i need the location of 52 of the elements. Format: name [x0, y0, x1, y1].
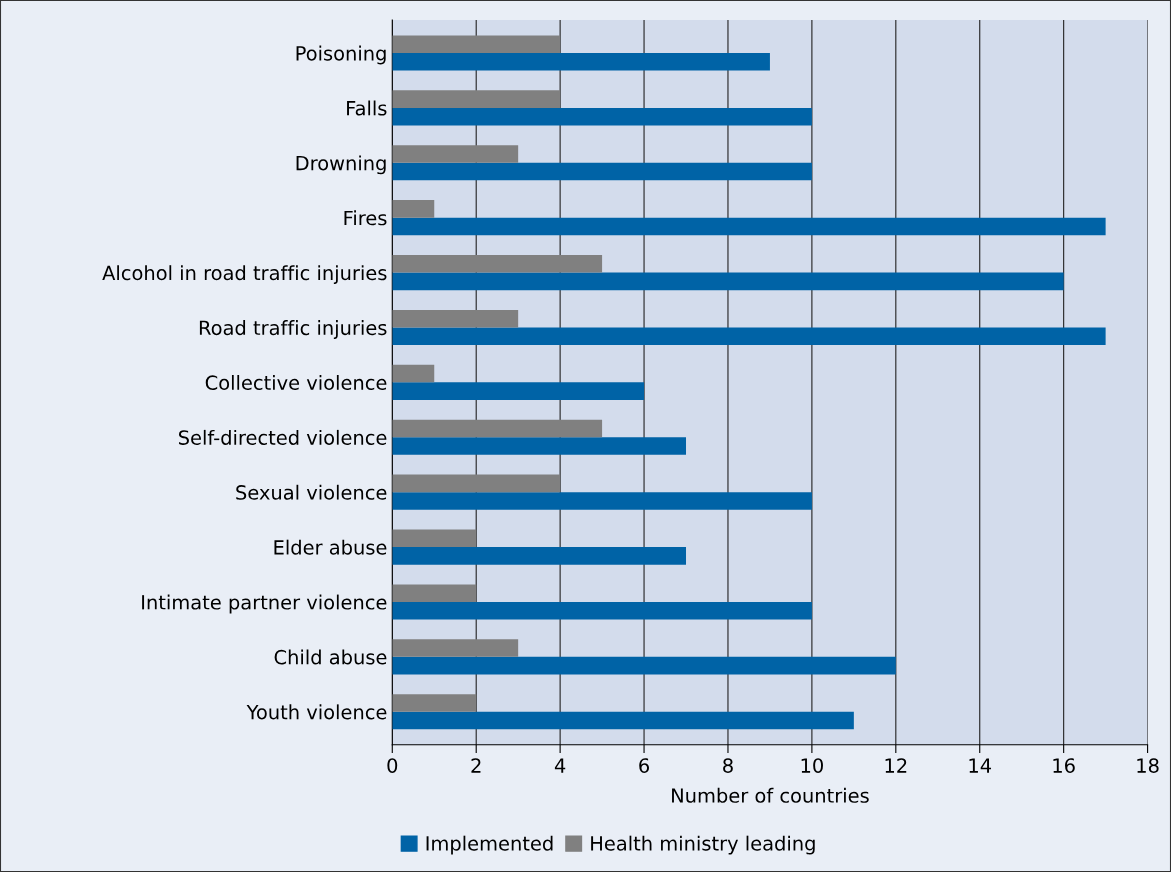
y-tick-label: Youth violence	[246, 704, 387, 720]
bar	[392, 107, 812, 126]
bar	[392, 272, 1064, 291]
bar	[392, 364, 435, 383]
y-tick-label: Fires	[344, 210, 387, 226]
bar	[392, 145, 519, 163]
x-axis-title: Number of countries	[672, 787, 869, 803]
y-tick-label: Intimate partner violence	[142, 594, 387, 614]
x-tick-label: 0	[387, 758, 398, 773]
bar	[392, 639, 519, 657]
x-tick-label: 2	[471, 758, 481, 773]
bar	[392, 35, 561, 53]
y-tick-label: Drowning	[296, 155, 386, 175]
bar	[392, 162, 812, 181]
x-tick-label: 10	[801, 758, 823, 773]
bar	[392, 584, 477, 602]
x-tick-label: 4	[554, 758, 566, 773]
bar	[392, 52, 770, 71]
y-tick-label: Elder abuse	[274, 539, 387, 555]
x-tick-label: 8	[723, 758, 733, 773]
y-tick-label: Alcohol in road traffic injuries	[102, 265, 387, 285]
bar	[392, 474, 561, 493]
bar	[392, 327, 1106, 346]
x-tick-label: 14	[969, 758, 992, 773]
bar	[392, 200, 435, 218]
bar	[392, 217, 1106, 236]
y-tick-label: Child abuse	[274, 649, 387, 665]
bar	[392, 601, 812, 620]
bar	[392, 309, 519, 328]
bar	[392, 694, 477, 712]
legend-label: Health ministry leading	[591, 835, 815, 855]
legend-label: Implemented	[426, 835, 553, 855]
bar	[392, 492, 812, 510]
y-tick-label: Poisoning	[296, 45, 386, 65]
x-tick-label: 12	[885, 758, 907, 773]
bar	[392, 255, 603, 273]
bar	[392, 711, 854, 730]
x-tick-label: 16	[1053, 758, 1075, 773]
y-tick-label: Collective violence	[205, 374, 387, 391]
x-tick-label: 18	[1137, 758, 1159, 773]
y-tick-label: Sexual violence	[236, 484, 387, 500]
bar	[392, 419, 603, 438]
y-tick-label: Self-directed violence	[178, 429, 387, 445]
bar	[392, 437, 687, 455]
bar	[392, 382, 645, 400]
bar	[392, 547, 687, 565]
y-tick-label: Falls	[347, 100, 387, 116]
bar	[392, 656, 896, 675]
bar	[392, 529, 477, 548]
x-tick-label: 6	[639, 758, 650, 773]
y-tick-label: Road traffic injuries	[199, 320, 387, 339]
bar	[392, 90, 561, 108]
